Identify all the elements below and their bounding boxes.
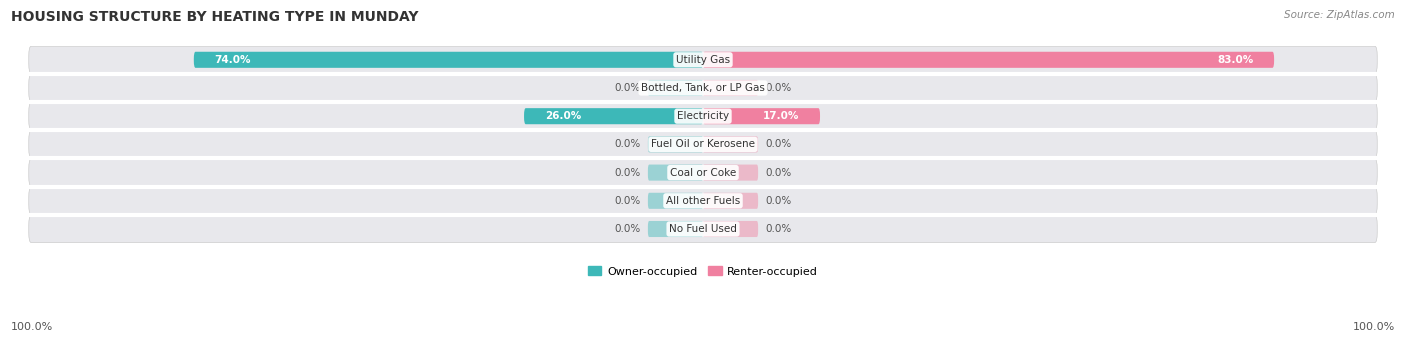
FancyBboxPatch shape — [648, 221, 703, 237]
FancyBboxPatch shape — [28, 74, 1378, 102]
Text: 26.0%: 26.0% — [544, 111, 581, 121]
FancyBboxPatch shape — [703, 108, 820, 124]
FancyBboxPatch shape — [648, 165, 703, 181]
Text: Coal or Coke: Coal or Coke — [669, 167, 737, 178]
Text: 83.0%: 83.0% — [1218, 55, 1253, 65]
FancyBboxPatch shape — [703, 136, 758, 152]
FancyBboxPatch shape — [28, 103, 1378, 130]
FancyBboxPatch shape — [28, 46, 1378, 73]
FancyBboxPatch shape — [194, 52, 703, 68]
FancyBboxPatch shape — [524, 108, 703, 124]
FancyBboxPatch shape — [703, 52, 1274, 68]
FancyBboxPatch shape — [28, 216, 1378, 242]
Text: 100.0%: 100.0% — [1353, 322, 1395, 332]
Text: 100.0%: 100.0% — [11, 322, 53, 332]
Text: 0.0%: 0.0% — [765, 83, 792, 93]
Text: Source: ZipAtlas.com: Source: ZipAtlas.com — [1284, 10, 1395, 20]
FancyBboxPatch shape — [703, 80, 758, 96]
Text: Bottled, Tank, or LP Gas: Bottled, Tank, or LP Gas — [641, 83, 765, 93]
Text: 17.0%: 17.0% — [763, 111, 800, 121]
Text: 0.0%: 0.0% — [614, 224, 641, 234]
Text: HOUSING STRUCTURE BY HEATING TYPE IN MUNDAY: HOUSING STRUCTURE BY HEATING TYPE IN MUN… — [11, 10, 419, 24]
FancyBboxPatch shape — [703, 165, 758, 181]
FancyBboxPatch shape — [703, 221, 758, 237]
Text: Electricity: Electricity — [676, 111, 730, 121]
Text: 0.0%: 0.0% — [614, 139, 641, 149]
FancyBboxPatch shape — [648, 80, 703, 96]
FancyBboxPatch shape — [648, 193, 703, 209]
Text: 0.0%: 0.0% — [614, 83, 641, 93]
FancyBboxPatch shape — [648, 136, 703, 152]
Text: Utility Gas: Utility Gas — [676, 55, 730, 65]
Text: 74.0%: 74.0% — [215, 55, 252, 65]
FancyBboxPatch shape — [28, 159, 1378, 186]
Text: 0.0%: 0.0% — [765, 167, 792, 178]
Text: 0.0%: 0.0% — [765, 139, 792, 149]
Legend: Owner-occupied, Renter-occupied: Owner-occupied, Renter-occupied — [583, 262, 823, 281]
Text: All other Fuels: All other Fuels — [666, 196, 740, 206]
Text: No Fuel Used: No Fuel Used — [669, 224, 737, 234]
Text: 0.0%: 0.0% — [765, 196, 792, 206]
Text: 0.0%: 0.0% — [614, 167, 641, 178]
Text: Fuel Oil or Kerosene: Fuel Oil or Kerosene — [651, 139, 755, 149]
FancyBboxPatch shape — [703, 193, 758, 209]
Text: 0.0%: 0.0% — [614, 196, 641, 206]
FancyBboxPatch shape — [28, 187, 1378, 214]
FancyBboxPatch shape — [28, 131, 1378, 158]
Text: 0.0%: 0.0% — [765, 224, 792, 234]
